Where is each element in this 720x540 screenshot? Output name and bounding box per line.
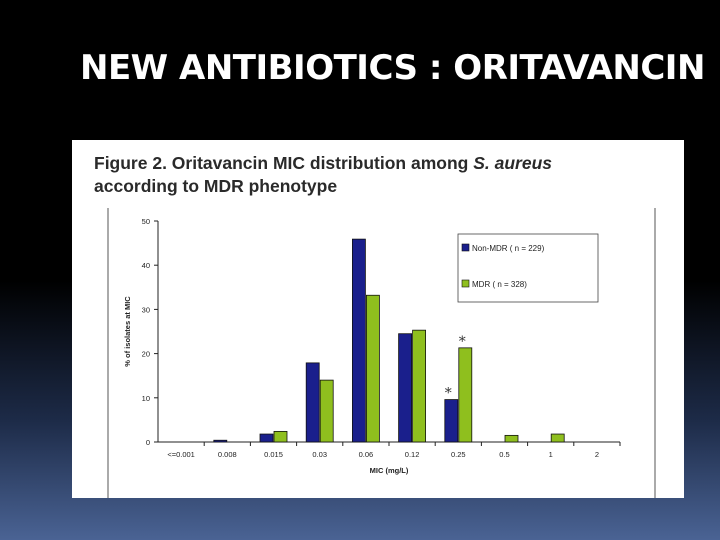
y-tick-label: 50 <box>142 217 150 226</box>
figure-panel: Figure 2. Oritavancin MIC distribution a… <box>72 140 684 498</box>
mic-distribution-chart: 0 10 20 30 40 50 <=0.001 0.008 0.015 0.03 0.06 0.12… <box>107 208 656 498</box>
y-tick-label: 40 <box>142 261 150 270</box>
y-tick-label: 20 <box>142 350 150 359</box>
bar-mdr <box>458 347 473 443</box>
x-tick-label: 0.25 <box>451 450 466 459</box>
caption-line1-italic: S. aureus <box>473 153 552 173</box>
significance-star-mdr: * <box>459 334 466 350</box>
x-tick-label: 2 <box>595 450 599 459</box>
legend-label-non-mdr: Non-MDR ( n = 229) <box>472 244 545 253</box>
x-tick-label: 0.12 <box>405 450 420 459</box>
y-axis-label: % of isolates at MIC <box>123 296 132 367</box>
bar-mdr <box>365 294 380 443</box>
figure-caption: Figure 2. Oritavancin MIC distribution a… <box>94 152 674 198</box>
x-tick-label: 0.06 <box>359 450 374 459</box>
x-tick-label: <=0.001 <box>167 450 195 459</box>
significance-star-non-mdr: * <box>445 386 452 402</box>
bar-non-mdr <box>398 333 413 443</box>
legend-label-mdr: MDR ( n = 328) <box>472 280 527 289</box>
x-axis-label: MIC (mg/L) <box>370 466 409 475</box>
bar-mdr <box>504 434 519 443</box>
legend-box <box>457 233 599 303</box>
caption-line1-prefix: Figure 2. Oritavancin MIC distribution a… <box>94 153 474 173</box>
x-tick-label: 0.03 <box>312 450 327 459</box>
x-tick-label: 0.008 <box>218 450 237 459</box>
legend-swatch-mdr <box>461 279 470 288</box>
slide-title: NEW ANTIBIOTICS : ORITAVANCIN <box>80 48 705 88</box>
bar-non-mdr <box>259 433 274 443</box>
y-tick-label: 30 <box>142 305 150 314</box>
bar-non-mdr <box>444 399 459 443</box>
bar-mdr <box>319 379 334 443</box>
x-tick-label: 0.5 <box>499 450 509 459</box>
bar-non-mdr <box>351 238 366 443</box>
x-tick-label: 1 <box>549 450 553 459</box>
bar-mdr <box>550 433 565 443</box>
bar-mdr <box>412 329 427 443</box>
bar-non-mdr <box>213 439 228 443</box>
y-tick-label: 10 <box>142 394 150 403</box>
legend-swatch-non-mdr <box>461 243 470 252</box>
bar-non-mdr <box>305 362 320 443</box>
bar-mdr <box>273 430 288 443</box>
y-tick-label: 0 <box>146 438 150 447</box>
x-tick-label: 0.015 <box>264 450 283 459</box>
caption-line2: according to MDR phenotype <box>94 176 338 196</box>
